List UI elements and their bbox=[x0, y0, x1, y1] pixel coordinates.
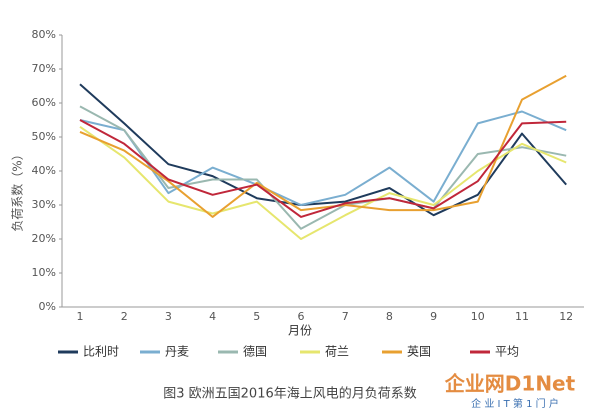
series-line bbox=[79, 125, 567, 240]
x-tick-label: 8 bbox=[386, 310, 393, 323]
x-tick-label: 7 bbox=[342, 310, 349, 323]
y-tick-label: 0% bbox=[39, 300, 56, 313]
x-tick-label: 5 bbox=[253, 310, 260, 323]
x-tick-label: 10 bbox=[471, 310, 485, 323]
legend-label: 比利时 bbox=[83, 345, 119, 359]
y-tick-label: 30% bbox=[32, 198, 56, 211]
legend-label: 德国 bbox=[243, 344, 267, 359]
x-tick-label: 6 bbox=[298, 310, 305, 323]
legend-label: 英国 bbox=[407, 345, 431, 359]
watermark-sub: 企 业 I T 第 1 门 户 bbox=[471, 397, 559, 410]
series-line bbox=[79, 74, 567, 218]
legend-label: 平均 bbox=[495, 345, 519, 359]
x-tick-label: 3 bbox=[165, 310, 172, 323]
legend-label: 荷兰 bbox=[325, 345, 349, 359]
x-tick-label: 4 bbox=[209, 310, 216, 323]
y-tick-label: 70% bbox=[32, 62, 56, 75]
x-tick-label: 11 bbox=[515, 310, 529, 323]
x-tick-label: 9 bbox=[430, 310, 437, 323]
y-axis-label: 负荷系数（%） bbox=[10, 148, 25, 231]
x-tick-label: 1 bbox=[77, 310, 84, 323]
series-line bbox=[79, 105, 567, 230]
y-tick-label: 40% bbox=[32, 164, 56, 177]
watermark: 企业网D1Net bbox=[444, 372, 576, 396]
x-tick-label: 2 bbox=[121, 310, 128, 323]
legend-label: 丹麦 bbox=[165, 345, 189, 359]
y-tick-label: 50% bbox=[32, 130, 56, 143]
caption: 图3 欧洲五国2016年海上风电的月负荷系数 bbox=[163, 386, 417, 402]
series-line bbox=[79, 110, 567, 206]
x-tick-label: 12 bbox=[559, 310, 573, 323]
series-line bbox=[79, 83, 567, 217]
y-tick-label: 80% bbox=[32, 28, 56, 41]
x-axis-label: 月份 bbox=[288, 324, 312, 338]
series-line bbox=[79, 119, 567, 218]
y-tick-label: 10% bbox=[32, 266, 56, 279]
y-tick-label: 60% bbox=[32, 96, 56, 109]
y-tick-label: 20% bbox=[32, 232, 56, 245]
